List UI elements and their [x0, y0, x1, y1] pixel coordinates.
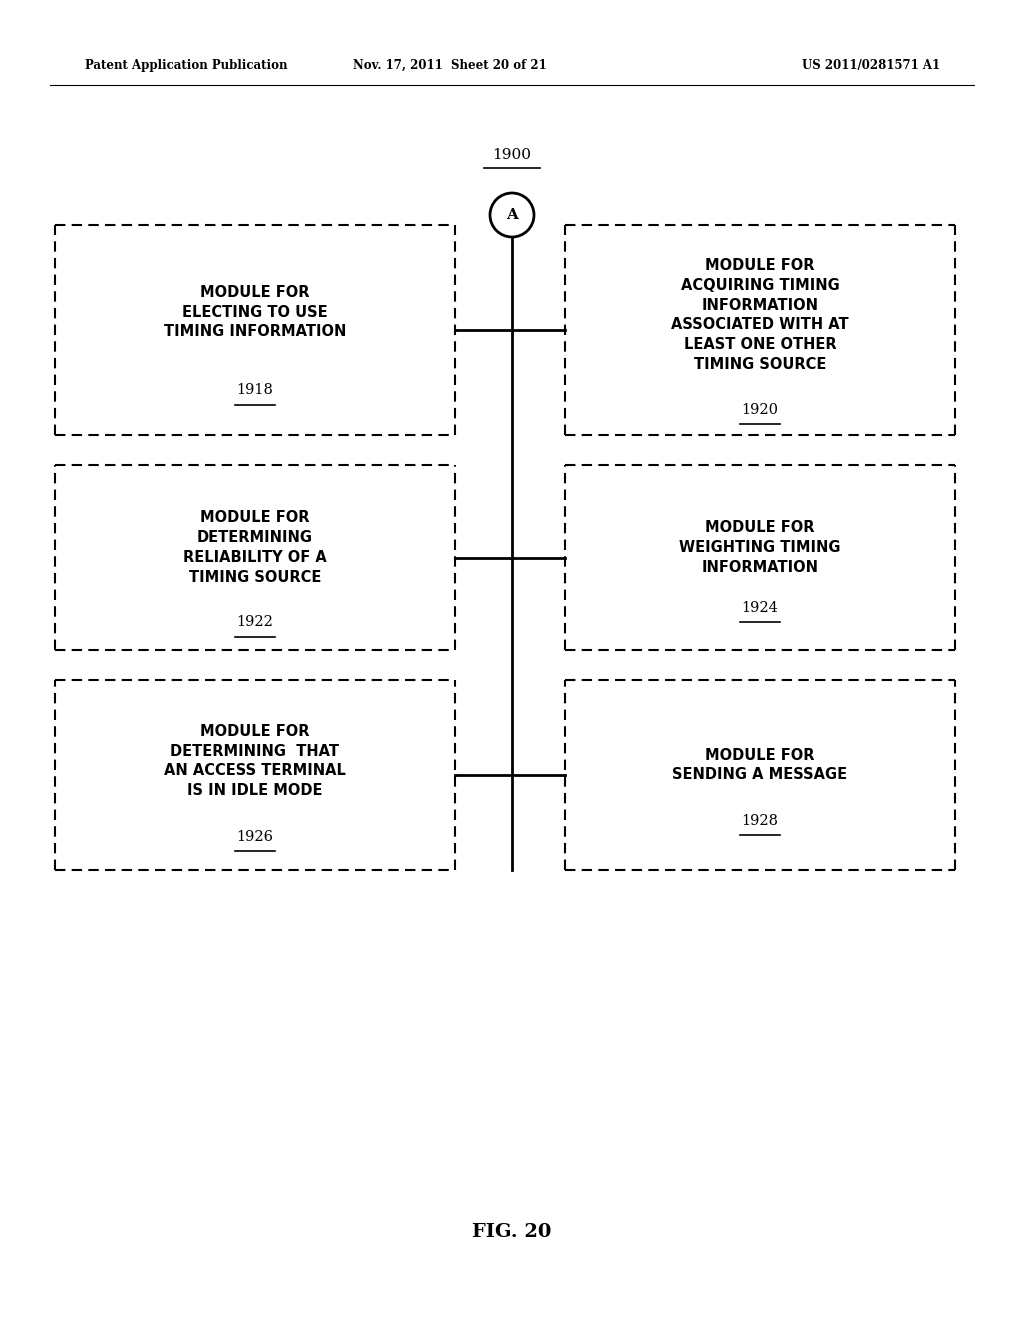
Text: MODULE FOR
ACQUIRING TIMING
INFORMATION
ASSOCIATED WITH AT
LEAST ONE OTHER
TIMIN: MODULE FOR ACQUIRING TIMING INFORMATION …: [671, 257, 849, 372]
Text: 1924: 1924: [741, 601, 778, 615]
Text: MODULE FOR
DETERMINING
RELIABILITY OF A
TIMING SOURCE: MODULE FOR DETERMINING RELIABILITY OF A …: [183, 511, 327, 585]
Text: MODULE FOR
DETERMINING  THAT
AN ACCESS TERMINAL
IS IN IDLE MODE: MODULE FOR DETERMINING THAT AN ACCESS TE…: [164, 723, 346, 799]
Text: 1926: 1926: [237, 830, 273, 843]
Text: US 2011/0281571 A1: US 2011/0281571 A1: [802, 58, 940, 71]
Text: MODULE FOR
SENDING A MESSAGE: MODULE FOR SENDING A MESSAGE: [673, 747, 848, 783]
Text: 1900: 1900: [493, 148, 531, 162]
Text: FIG. 20: FIG. 20: [472, 1224, 552, 1241]
Text: 1922: 1922: [237, 615, 273, 630]
Text: 1918: 1918: [237, 383, 273, 397]
Text: MODULE FOR
ELECTING TO USE
TIMING INFORMATION: MODULE FOR ELECTING TO USE TIMING INFORM…: [164, 285, 346, 339]
Text: Patent Application Publication: Patent Application Publication: [85, 58, 288, 71]
Text: A: A: [506, 209, 518, 222]
Text: MODULE FOR
WEIGHTING TIMING
INFORMATION: MODULE FOR WEIGHTING TIMING INFORMATION: [679, 520, 841, 574]
Text: 1928: 1928: [741, 814, 778, 828]
Text: Nov. 17, 2011  Sheet 20 of 21: Nov. 17, 2011 Sheet 20 of 21: [353, 58, 547, 71]
Text: 1920: 1920: [741, 403, 778, 417]
